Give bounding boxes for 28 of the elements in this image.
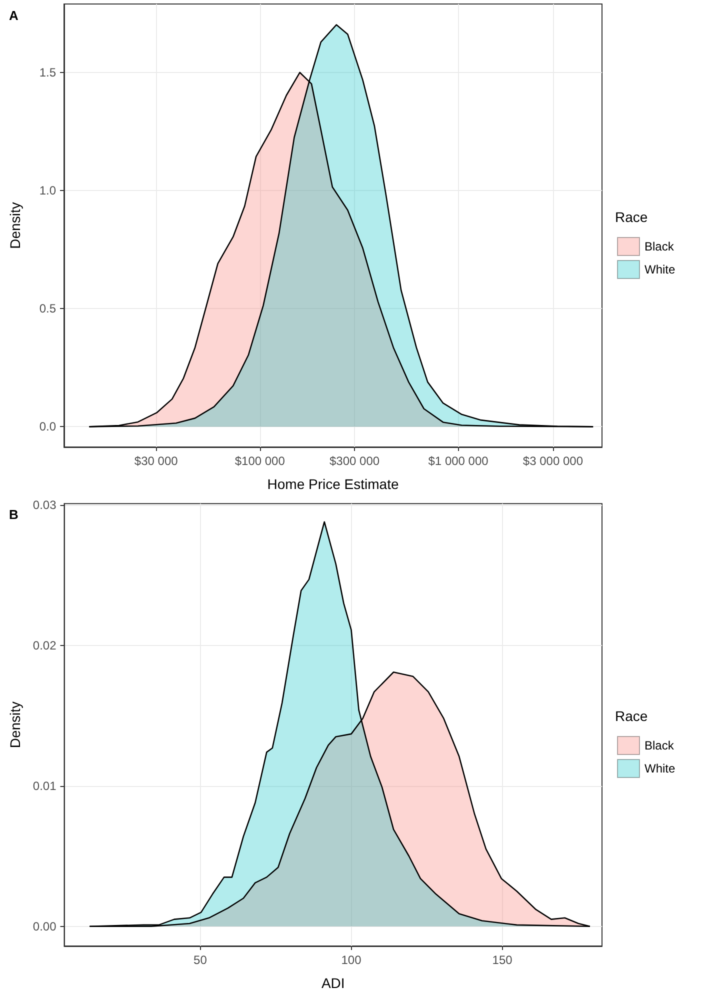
x-axis-title: Home Price Estimate [267,476,399,492]
y-axis-title: Density [7,701,23,748]
x-tick-label: 50 [194,953,208,967]
y-tick-label: 0.5 [39,302,56,316]
y-tick-label: 0.01 [32,778,57,793]
y-tick-label: 1.5 [39,65,56,80]
y-tick-label: 0.0 [39,420,56,434]
x-tick-label: $3 000 000 [522,454,584,468]
x-axis-title: ADI [321,975,345,991]
x-tick-label: $300 000 [330,454,380,468]
x-tick-label: 100 [341,953,362,967]
x-tick-label: $100 000 [234,454,286,468]
y-tick-label: 1.0 [39,184,56,198]
x-tick-label: $1 000 000 [428,454,489,468]
y-tick-label: 0.00 [32,919,57,934]
legend-title: Race [615,708,648,724]
y-axis-title: Density [7,202,23,249]
y-tick-label: 0.03 [32,498,57,512]
legend-label: Black [644,738,675,752]
legend-title: Race [615,209,648,225]
y-tick-label: 0.02 [32,638,57,652]
x-tick-label: $30 000 [134,454,178,468]
legend-label: White [644,262,676,276]
x-tick-label: 150 [492,953,513,967]
legend-label: Black [644,240,675,254]
chart-title: A [9,8,19,23]
legend-label: White [644,762,676,776]
chart-title: B [9,507,18,522]
